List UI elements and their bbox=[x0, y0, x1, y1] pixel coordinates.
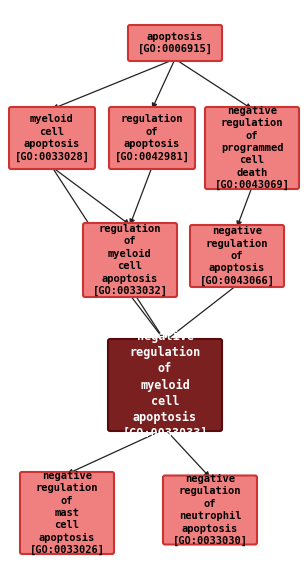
Text: negative
regulation
of
myeloid
cell
apoptosis
[GO:0033033]: negative regulation of myeloid cell apop… bbox=[122, 330, 208, 440]
Text: regulation
of
apoptosis
[GO:0042981]: regulation of apoptosis [GO:0042981] bbox=[115, 114, 189, 162]
Text: negative
regulation
of
apoptosis
[GO:0043066]: negative regulation of apoptosis [GO:004… bbox=[199, 226, 275, 286]
FancyBboxPatch shape bbox=[163, 476, 257, 544]
FancyBboxPatch shape bbox=[9, 107, 95, 169]
FancyBboxPatch shape bbox=[128, 25, 222, 61]
FancyBboxPatch shape bbox=[109, 107, 195, 169]
FancyBboxPatch shape bbox=[205, 107, 299, 189]
Text: negative
regulation
of
programmed
cell
death
[GO:0043069]: negative regulation of programmed cell d… bbox=[215, 106, 289, 190]
Text: negative
regulation
of
mast
cell
apoptosis
[GO:0033026]: negative regulation of mast cell apoptos… bbox=[29, 470, 105, 555]
FancyBboxPatch shape bbox=[108, 339, 222, 431]
FancyBboxPatch shape bbox=[83, 223, 177, 297]
Text: apoptosis
[GO:0006915]: apoptosis [GO:0006915] bbox=[137, 32, 212, 54]
Text: regulation
of
myeloid
cell
apoptosis
[GO:0033032]: regulation of myeloid cell apoptosis [GO… bbox=[92, 224, 168, 296]
FancyBboxPatch shape bbox=[20, 472, 114, 554]
FancyBboxPatch shape bbox=[190, 225, 284, 287]
Text: myeloid
cell
apoptosis
[GO:0033028]: myeloid cell apoptosis [GO:0033028] bbox=[15, 114, 89, 162]
Text: negative
regulation
of
neutrophil
apoptosis
[GO:0033030]: negative regulation of neutrophil apopto… bbox=[172, 474, 247, 546]
